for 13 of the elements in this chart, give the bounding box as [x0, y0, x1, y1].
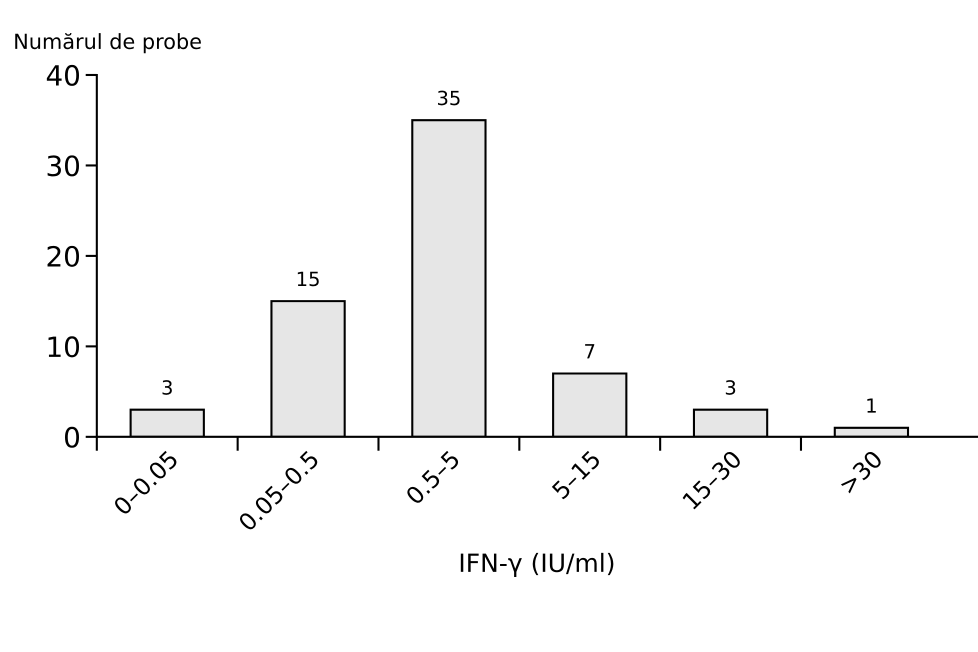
y-tick-label: 0 — [65, 426, 80, 448]
y-tick-label: 10 — [48, 336, 80, 358]
data-label: 35 — [438, 90, 460, 106]
data-label: 15 — [298, 272, 319, 286]
y-tick-label: 40 — [46, 64, 80, 86]
data-label: 1 — [867, 398, 876, 413]
data-label: 3 — [726, 380, 736, 395]
data-label: 7 — [585, 344, 594, 358]
data-label: 3 — [162, 380, 172, 395]
y-axis-title: Numărul de probe — [15, 32, 201, 54]
y-tick-label: 20 — [48, 246, 80, 267]
x-axis-title: IFN-γ (IU/ml) — [460, 552, 614, 578]
y-tick-label: 30 — [48, 155, 80, 176]
